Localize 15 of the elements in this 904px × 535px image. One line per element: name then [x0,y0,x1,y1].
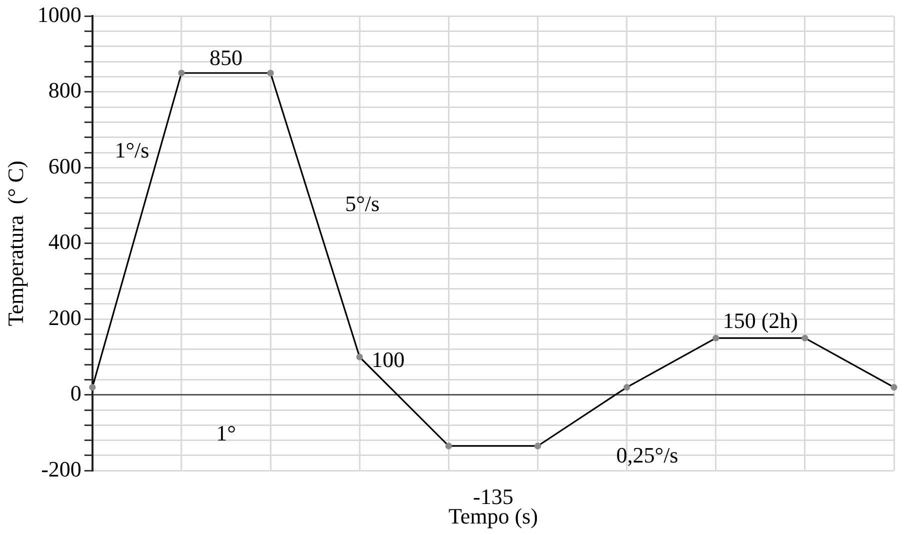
annotation: 100 [372,346,405,372]
annotation: 1° [216,420,236,446]
y-tick-label: 0 [70,380,82,406]
annotation: 150 (2h) [722,308,798,333]
annotation: 1°/s [114,137,150,162]
y-tick-label: 600 [48,153,82,178]
annotation: 5°/s [345,190,380,216]
y-tick-label: 800 [48,78,82,103]
y-tick-label: 400 [48,229,82,254]
annotation: 850 [210,44,242,70]
annotation: 0,25°/s [616,442,678,468]
y-tick-label: -200 [41,456,82,482]
y-tick-label: 1000 [37,2,82,27]
y-tick-label: 200 [48,304,82,330]
y-axis-title: Temperatura (° C) [2,160,28,326]
